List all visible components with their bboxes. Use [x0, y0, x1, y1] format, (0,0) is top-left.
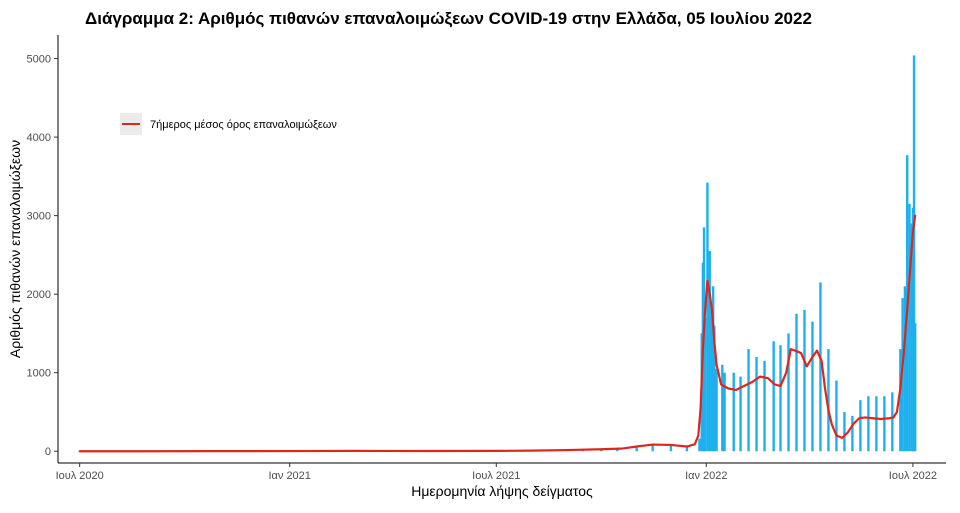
bar-series	[83, 55, 917, 452]
bar-56	[891, 392, 894, 452]
bar-28	[706, 182, 709, 452]
bar-32	[713, 325, 716, 452]
bar-33	[715, 368, 718, 452]
x-tick-label-2: Ιουλ 2021	[472, 470, 520, 482]
moving-average-line	[78, 214, 917, 453]
y-tick-label-1000: 1000	[27, 368, 51, 380]
bar-46	[811, 321, 814, 452]
bar-59	[903, 286, 907, 452]
bar-48	[827, 349, 830, 452]
x-tick-label-4: Ιουλ 2022	[889, 470, 937, 482]
x-tick-label-3: Ιαν 2022	[685, 470, 727, 482]
bar-23	[698, 438, 701, 452]
bar-34	[721, 364, 724, 452]
bar-19	[635, 445, 638, 452]
bar-37	[739, 376, 742, 452]
y-axis-title: Αριθμός πιθανών επαναλοιμώξεων	[7, 140, 23, 358]
bar-49	[835, 380, 838, 452]
y-tick-label-4000: 4000	[27, 132, 51, 144]
bar-39	[755, 356, 758, 452]
bar-35	[723, 372, 726, 452]
bar-61	[908, 203, 911, 452]
bar-57	[899, 349, 902, 452]
bar-27	[703, 317, 707, 452]
y-tick-label-3000: 3000	[27, 211, 51, 223]
y-tick-label-2000: 2000	[27, 289, 51, 301]
bar-50	[843, 411, 846, 452]
bar-41	[772, 341, 775, 452]
x-axis-ticks: Ιουλ 2020 Ιαν 2021 Ιουλ 2021 Ιαν 2022 Ιουλ 2…	[56, 463, 937, 482]
bar-54	[875, 396, 878, 452]
x-axis-title: Ημερομηνία λήψης δείγματος	[411, 483, 593, 499]
chart-title: Διάγραμμα 2: Αριθμός πιθανών επαναλοιμώξ…	[85, 9, 812, 28]
bar-30	[709, 309, 713, 452]
legend-label: 7ήμερος μέσος όρος επαναλοιμώξεων	[150, 119, 337, 131]
bar-21	[669, 444, 673, 452]
bar-43	[787, 333, 790, 452]
line-series-layer	[78, 214, 917, 453]
bar-40	[763, 360, 766, 452]
bar-44	[795, 313, 798, 452]
bar-55	[883, 396, 886, 452]
bar-20	[651, 444, 654, 452]
bar-38	[747, 349, 750, 452]
bar-22	[685, 446, 689, 452]
bar-64	[912, 55, 916, 452]
bar-53	[867, 396, 870, 452]
bar-65	[913, 323, 917, 452]
bar-51	[851, 415, 854, 452]
bar-45	[803, 309, 806, 452]
x-tick-label-0: Ιουλ 2020	[56, 470, 104, 482]
bar-36	[732, 372, 735, 452]
bar-42	[779, 345, 782, 452]
y-tick-label-0: 0	[45, 446, 51, 458]
bar-52	[859, 400, 862, 452]
y-tick-label-5000: 5000	[27, 54, 51, 66]
y-axis-ticks: 0 1000 2000 3000 4000 5000	[27, 54, 58, 458]
x-tick-label-1: Ιαν 2021	[268, 470, 310, 482]
bar-47	[819, 282, 822, 452]
legend: 7ήμερος μέσος όρος επαναλοιμώξεων	[120, 113, 337, 135]
